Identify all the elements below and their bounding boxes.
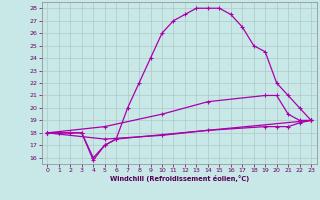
X-axis label: Windchill (Refroidissement éolien,°C): Windchill (Refroidissement éolien,°C) <box>109 175 249 182</box>
